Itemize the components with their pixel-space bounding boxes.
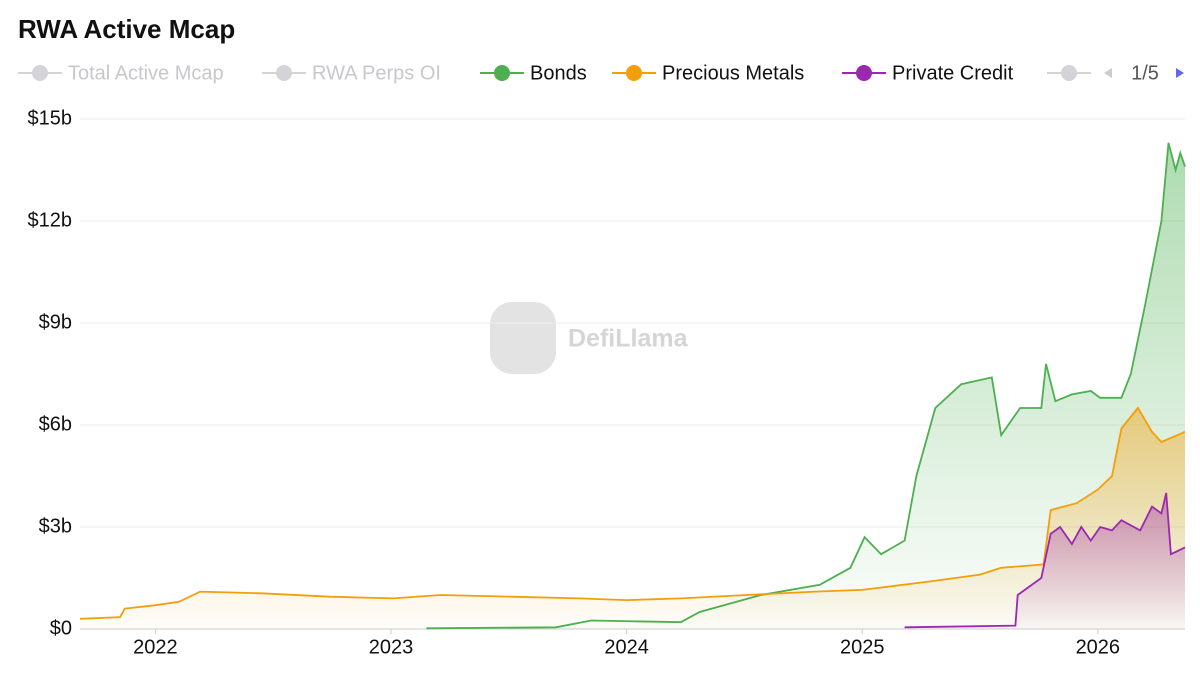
- y-tick-label: $3b: [39, 515, 72, 537]
- legend: Total Active Mcap RWA Perps OI Bonds Precio…: [18, 62, 1184, 84]
- legend-icon-dot: [856, 65, 872, 81]
- legend-icon-dot: [626, 65, 642, 81]
- legend-label[interactable]: Total Active Mcap: [68, 62, 224, 84]
- watermark-icon: [490, 302, 556, 374]
- legend-next[interactable]: [1176, 68, 1184, 78]
- legend-icon-dot: [276, 65, 292, 81]
- watermark: DefiLlama: [490, 302, 689, 374]
- x-tick-label: 2025: [840, 636, 885, 658]
- series-area: [426, 142, 1185, 630]
- series-area: [904, 493, 1185, 629]
- x-tick-label: 2023: [369, 636, 414, 658]
- x-tick-label: 2026: [1076, 636, 1121, 658]
- legend-icon-dot: [1061, 65, 1077, 81]
- legend-prev: [1104, 68, 1112, 78]
- series-line: [79, 406, 1186, 620]
- y-tick-label: $6b: [39, 413, 72, 435]
- x-tick-label: 2024: [604, 636, 649, 658]
- legend-icon-dot: [32, 65, 48, 81]
- legend-label[interactable]: Bonds: [530, 62, 587, 84]
- y-tick-label: $12b: [28, 209, 73, 231]
- chart-title: RWA Active Mcap: [18, 14, 235, 44]
- legend-label[interactable]: RWA Perps OI: [312, 62, 441, 84]
- y-tick-label: $15b: [28, 107, 73, 129]
- y-tick-label: $0: [50, 617, 72, 639]
- series-line: [904, 492, 1186, 629]
- x-tick-label: 2022: [133, 636, 178, 658]
- legend-label[interactable]: Precious Metals: [662, 62, 804, 84]
- legend-page: 1/5: [1131, 62, 1159, 84]
- legend-label[interactable]: Private Credit: [892, 62, 1014, 84]
- legend-icon-dot: [494, 65, 510, 81]
- watermark-text: DefiLlama: [568, 325, 689, 353]
- y-tick-label: $9b: [39, 311, 72, 333]
